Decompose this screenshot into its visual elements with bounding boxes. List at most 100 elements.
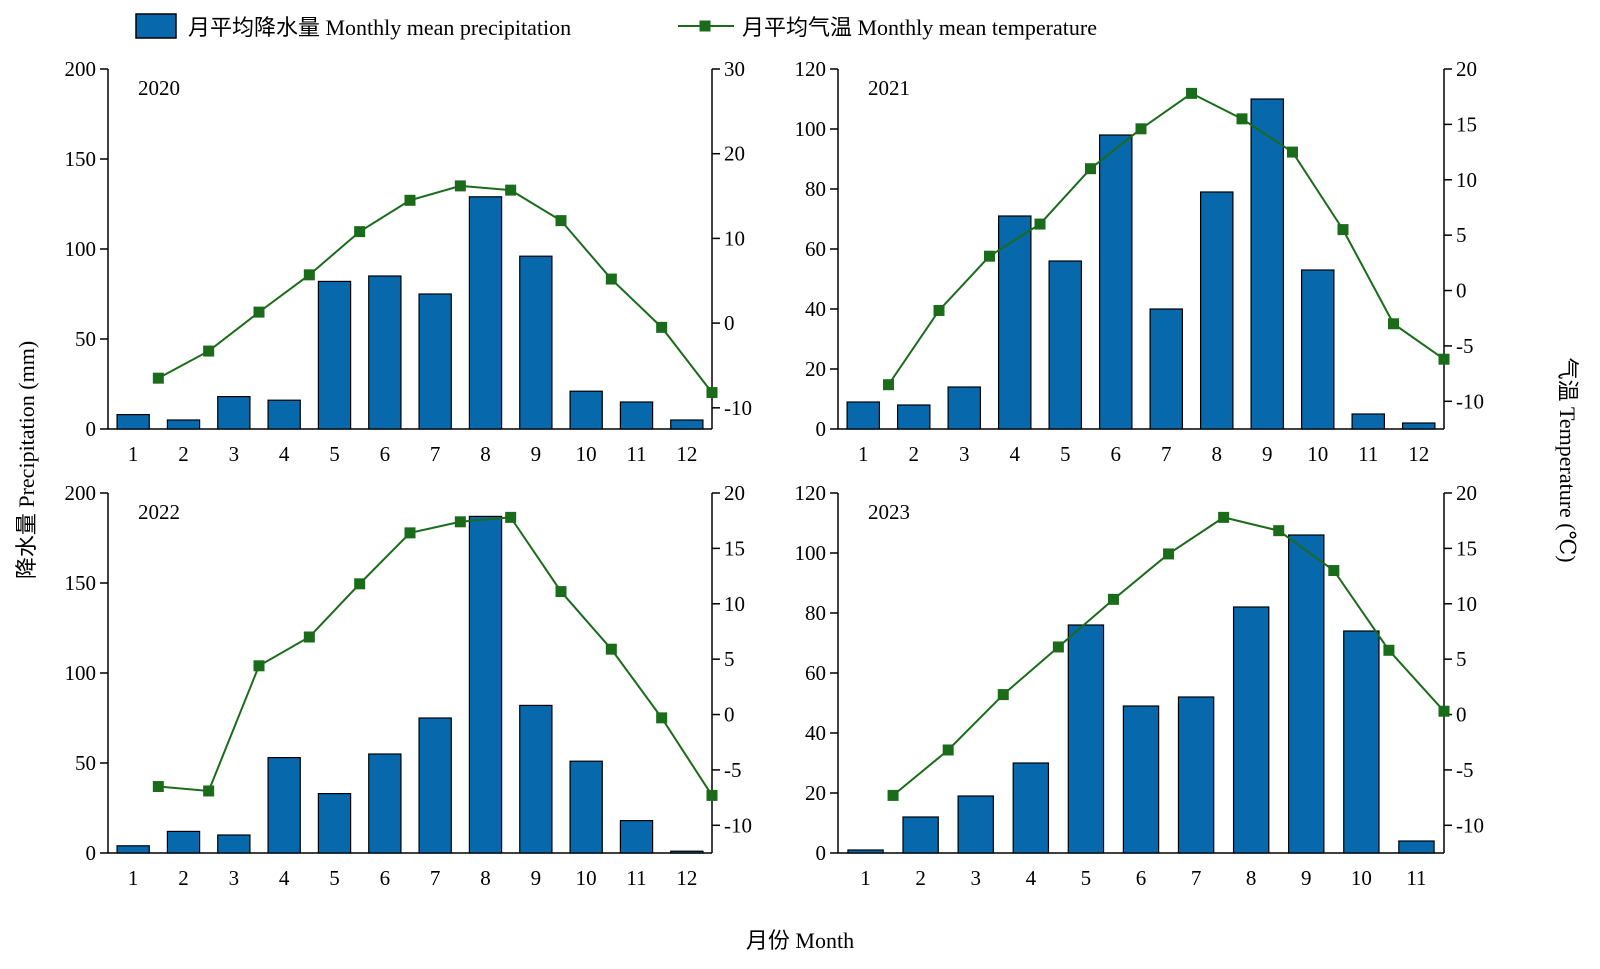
x-tick-label: 10 bbox=[1307, 442, 1328, 466]
precip-bar-5 bbox=[1067, 624, 1105, 854]
x-tick-label: 8 bbox=[480, 866, 491, 890]
right-tick-label: 5 bbox=[1456, 647, 1467, 671]
precip-bar-10 bbox=[569, 390, 603, 430]
left-tick-label: 100 bbox=[795, 541, 827, 565]
left-tick-label: 200 bbox=[65, 57, 97, 81]
precip-bar-8 bbox=[1232, 606, 1270, 854]
legend-temp-label: 月平均气温 Monthly mean temperature bbox=[742, 15, 1097, 40]
legend-marker-swatch bbox=[699, 20, 711, 32]
x-tick-label: 6 bbox=[1136, 866, 1147, 890]
precip-bar-4 bbox=[267, 399, 301, 430]
precip-bar-5 bbox=[317, 280, 352, 430]
left-tick-label: 20 bbox=[805, 357, 826, 381]
x-tick-label: 12 bbox=[676, 442, 697, 466]
temperature-point-11 bbox=[1438, 705, 1450, 717]
left-tick-label: 150 bbox=[65, 147, 97, 171]
temperature-point-11 bbox=[1388, 318, 1399, 330]
temperature-point-1 bbox=[152, 781, 164, 793]
precip-bar-6 bbox=[368, 753, 402, 854]
left-tick-label: 40 bbox=[805, 721, 826, 745]
x-tick-label: 4 bbox=[279, 442, 290, 466]
right-tick-label: -5 bbox=[1456, 334, 1474, 358]
temperature-point-7 bbox=[1218, 511, 1230, 523]
x-tick-label: 2 bbox=[178, 866, 189, 890]
right-tick-label: 10 bbox=[724, 226, 745, 250]
x-tick-label: 2 bbox=[178, 442, 189, 466]
right-tick-label: 10 bbox=[724, 592, 745, 616]
temperature-point-6 bbox=[1135, 123, 1147, 135]
precip-bar-1 bbox=[846, 401, 881, 430]
x-tick-label: 8 bbox=[1212, 442, 1223, 466]
x-tick-label: 9 bbox=[1262, 442, 1273, 466]
x-tick-label: 6 bbox=[1111, 442, 1122, 466]
precip-bar-6 bbox=[368, 275, 402, 430]
x-tick-label: 10 bbox=[1351, 866, 1372, 890]
temperature-point-2 bbox=[203, 345, 215, 357]
temperature-point-3 bbox=[997, 689, 1009, 701]
right-tick-label: -10 bbox=[724, 813, 752, 837]
left-tick-label: 100 bbox=[65, 661, 97, 685]
precip-bar-1 bbox=[116, 845, 150, 854]
temperature-point-10 bbox=[1383, 644, 1395, 656]
temperature-point-4 bbox=[1034, 218, 1046, 230]
x-tick-label: 11 bbox=[1406, 866, 1426, 890]
x-tick-label: 3 bbox=[959, 442, 970, 466]
precip-bar-9 bbox=[1288, 534, 1325, 854]
right-tick-label: 0 bbox=[1456, 279, 1467, 303]
temperature-point-12 bbox=[706, 387, 718, 399]
temperature-point-6 bbox=[1163, 548, 1175, 560]
x-tick-label: 5 bbox=[1060, 442, 1071, 466]
x-tick-label: 10 bbox=[576, 442, 597, 466]
precip-bar-2 bbox=[166, 830, 201, 854]
temperature-line bbox=[157, 184, 713, 394]
left-tick-label: 200 bbox=[65, 481, 97, 505]
x-tick-label: 7 bbox=[1161, 442, 1172, 466]
right-tick-label: 15 bbox=[1456, 536, 1477, 560]
right-tick-label: 20 bbox=[1456, 57, 1477, 81]
right-tick-label: 5 bbox=[724, 647, 735, 671]
x-axis-title: 月份 Month bbox=[746, 928, 854, 953]
x-tick-label: 4 bbox=[1026, 866, 1037, 890]
temperature-point-11 bbox=[656, 321, 668, 333]
temperature-point-12 bbox=[706, 789, 718, 801]
left-tick-label: 120 bbox=[795, 481, 827, 505]
right-tick-label: 30 bbox=[724, 57, 745, 81]
precip-bar-2 bbox=[902, 816, 939, 854]
right-tick-label: 0 bbox=[724, 311, 735, 335]
precip-bar-4 bbox=[997, 215, 1032, 430]
right-tick-label: 20 bbox=[724, 481, 745, 505]
temperature-point-3 bbox=[253, 306, 265, 318]
temperature-point-5 bbox=[354, 226, 366, 238]
x-tick-label: 11 bbox=[1358, 442, 1378, 466]
x-tick-label: 5 bbox=[329, 866, 340, 890]
left-tick-label: 100 bbox=[795, 117, 827, 141]
right-tick-label: 15 bbox=[724, 536, 745, 560]
x-tick-label: 6 bbox=[380, 866, 391, 890]
legend-bar-swatch bbox=[135, 13, 177, 39]
precip-bar-3 bbox=[217, 834, 251, 854]
panel-year-label: 2021 bbox=[868, 76, 910, 100]
temperature-point-2 bbox=[933, 304, 945, 316]
precip-bar-5 bbox=[1048, 260, 1083, 430]
panel-year-label: 2020 bbox=[138, 76, 180, 100]
legend-precip-label: 月平均降水量 Monthly mean precipitation bbox=[188, 15, 571, 40]
left-tick-label: 50 bbox=[75, 327, 96, 351]
precip-bar-12 bbox=[1401, 422, 1436, 430]
temperature-point-2 bbox=[203, 785, 215, 797]
x-tick-label: 1 bbox=[858, 442, 869, 466]
precip-bar-12 bbox=[670, 850, 704, 854]
temperature-point-7 bbox=[454, 516, 466, 528]
right-tick-label: 5 bbox=[1456, 223, 1467, 247]
temperature-line bbox=[887, 92, 1445, 386]
x-tick-label: 7 bbox=[430, 866, 441, 890]
precip-bar-9 bbox=[519, 704, 553, 854]
temperature-point-8 bbox=[505, 184, 517, 196]
right-tick-label: 10 bbox=[1456, 168, 1477, 192]
panel-year-label: 2022 bbox=[138, 500, 180, 524]
left-tick-label: 40 bbox=[805, 297, 826, 321]
x-tick-label: 5 bbox=[1081, 866, 1092, 890]
x-tick-label: 11 bbox=[626, 866, 646, 890]
temperature-point-1 bbox=[883, 379, 894, 391]
